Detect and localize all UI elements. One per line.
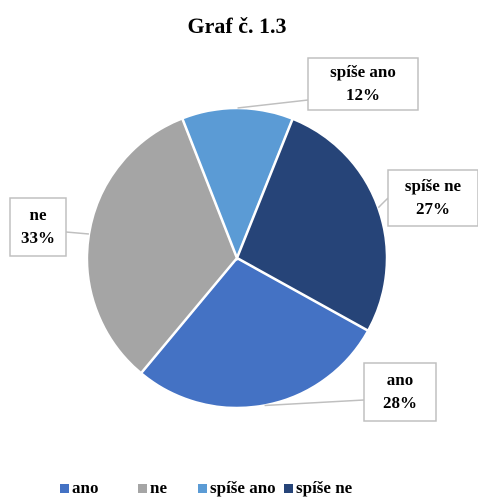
pie-slice [180,106,295,262]
leader-line [377,197,389,209]
label-box [307,57,419,111]
data-label-name: spíše ne [405,176,462,195]
label-box [387,169,478,227]
legend-label: ne [150,478,167,497]
data-label-name: spíše ano [330,62,396,81]
legend-swatch [60,484,69,493]
legend-swatch [284,484,293,493]
leader-line [264,399,365,407]
leader-line [237,99,309,109]
legend-label: spíše ano [210,478,276,497]
label-box [363,362,437,422]
pie-slice [85,116,239,376]
data-label-value: 33% [21,228,55,247]
legend-label: spíše ne [296,478,353,497]
legend-label: ano [72,478,98,497]
label-box [9,197,67,257]
leader-line [65,231,89,235]
data-label-name: ano [387,370,413,389]
legend-swatch [138,484,147,493]
chart-title: Graf č. 1.3 [188,13,287,38]
legend-swatch [198,484,207,493]
data-label-value: 12% [346,85,380,104]
data-label-value: 28% [383,393,417,412]
data-label-value: 27% [416,199,450,218]
data-label-name: ne [30,205,47,224]
pie-slice [235,117,389,333]
